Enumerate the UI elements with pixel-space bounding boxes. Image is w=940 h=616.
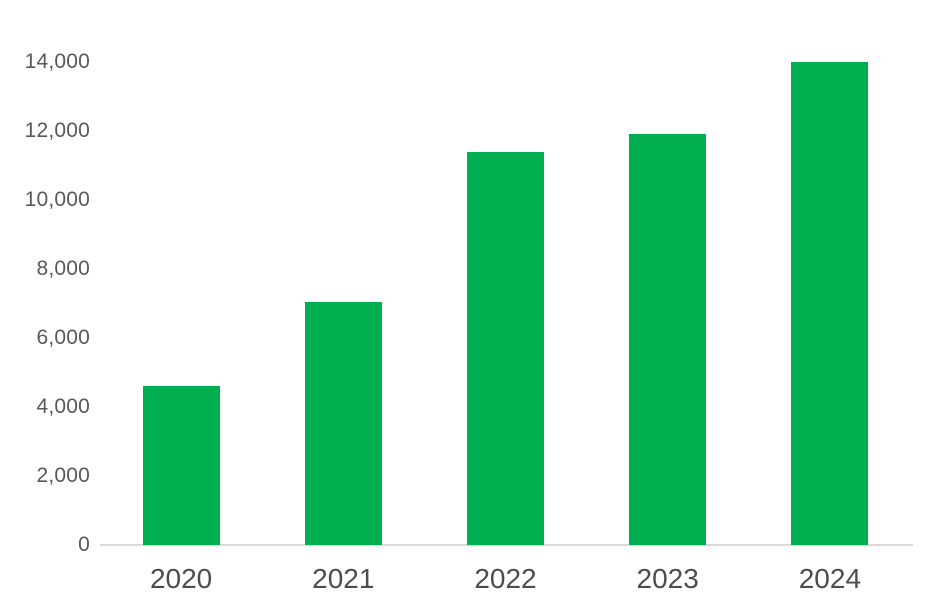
y-axis-tick-label: 4,000 bbox=[36, 395, 90, 418]
y-axis-tick-label: 0 bbox=[78, 533, 90, 556]
bar-2023 bbox=[629, 134, 707, 545]
y-axis-tick-label: 12,000 bbox=[24, 119, 90, 142]
y-axis-tick-label: 8,000 bbox=[36, 257, 90, 280]
x-axis-tick-label: 2021 bbox=[312, 563, 375, 594]
y-axis: 0 2,000 4,000 6,000 8,000 10,000 12,000 14,000 bbox=[0, 0, 90, 616]
x-axis-tick-label: 2022 bbox=[474, 563, 537, 594]
bar-2020 bbox=[142, 386, 220, 545]
x-axis-tick-label: 2023 bbox=[636, 563, 699, 594]
x-axis-tick-label: 2020 bbox=[149, 563, 213, 594]
x-axis-line bbox=[100, 544, 913, 546]
y-axis-tick-label: 14,000 bbox=[24, 50, 90, 73]
bar-2024 bbox=[791, 62, 869, 545]
y-axis-tick-label: 2,000 bbox=[36, 464, 90, 487]
y-axis-tick-label: 10,000 bbox=[24, 188, 90, 211]
y-axis-tick-label: 6,000 bbox=[36, 326, 90, 349]
bar-2021 bbox=[304, 301, 382, 545]
bar-2022 bbox=[467, 151, 544, 545]
x-axis-tick-label: 2024 bbox=[798, 563, 862, 594]
